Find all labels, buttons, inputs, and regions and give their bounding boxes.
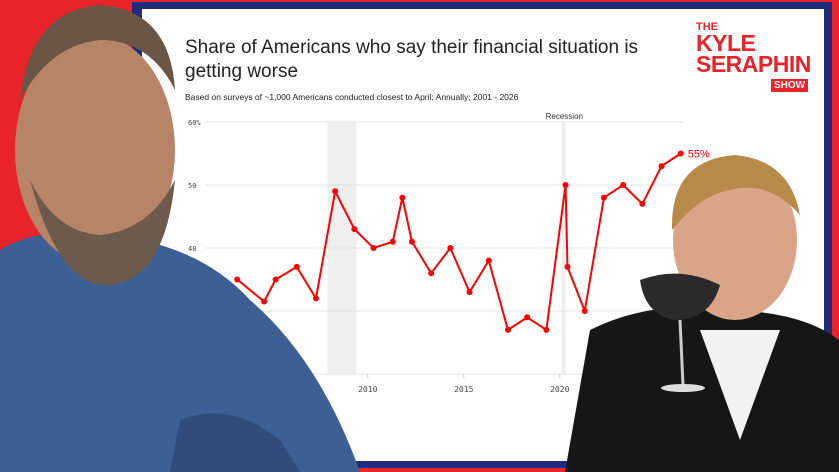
chart-title: Share of Americans who say their financi… — [185, 37, 639, 82]
data-point — [543, 326, 550, 333]
data-point — [332, 188, 339, 195]
data-point — [581, 308, 588, 314]
data-point — [234, 276, 241, 283]
data-point — [504, 326, 511, 333]
data-point — [272, 276, 279, 283]
logo-the: THE — [696, 21, 718, 33]
data-point — [564, 263, 571, 270]
data-point — [293, 263, 300, 270]
data-point — [447, 245, 454, 251]
data-point — [658, 163, 665, 170]
x-tick-label: 2015 — [454, 385, 473, 394]
x-tick-label: 2010 — [358, 385, 377, 394]
x-tick-label: 2020 — [550, 385, 569, 394]
data-point — [351, 226, 358, 233]
data-point — [466, 289, 473, 296]
data-point — [408, 238, 415, 245]
logo-seraphin: SERAPHIN — [696, 51, 811, 77]
y-tick-label: 40 — [188, 245, 196, 253]
chart-subtitle: Based on surveys of ~1,000 Americans con… — [185, 92, 519, 102]
end-value-label: 55% — [688, 149, 710, 161]
kyle-seraphin-show-logo: THE KYLE SERAPHIN SHOW — [696, 22, 811, 93]
data-point — [677, 150, 684, 157]
data-point — [524, 314, 531, 321]
recession-label: Recession — [546, 112, 583, 121]
data-point — [370, 245, 377, 251]
data-point — [312, 295, 319, 302]
data-point — [639, 200, 646, 207]
logo-show: SHOW — [771, 79, 809, 92]
data-point — [399, 194, 406, 201]
data-point — [620, 182, 627, 188]
y-tick-label: 60% — [188, 119, 201, 127]
data-point — [562, 182, 569, 188]
data-point — [389, 238, 396, 245]
data-point — [261, 298, 268, 305]
y-tick-label: 50 — [188, 182, 196, 190]
data-point — [428, 270, 435, 277]
logo-kyle: KYLE — [696, 30, 756, 56]
data-point — [485, 257, 492, 264]
left-man-photo — [0, 5, 360, 472]
data-point — [600, 194, 607, 201]
series-line — [236, 152, 682, 332]
right-man-photo — [565, 155, 839, 472]
